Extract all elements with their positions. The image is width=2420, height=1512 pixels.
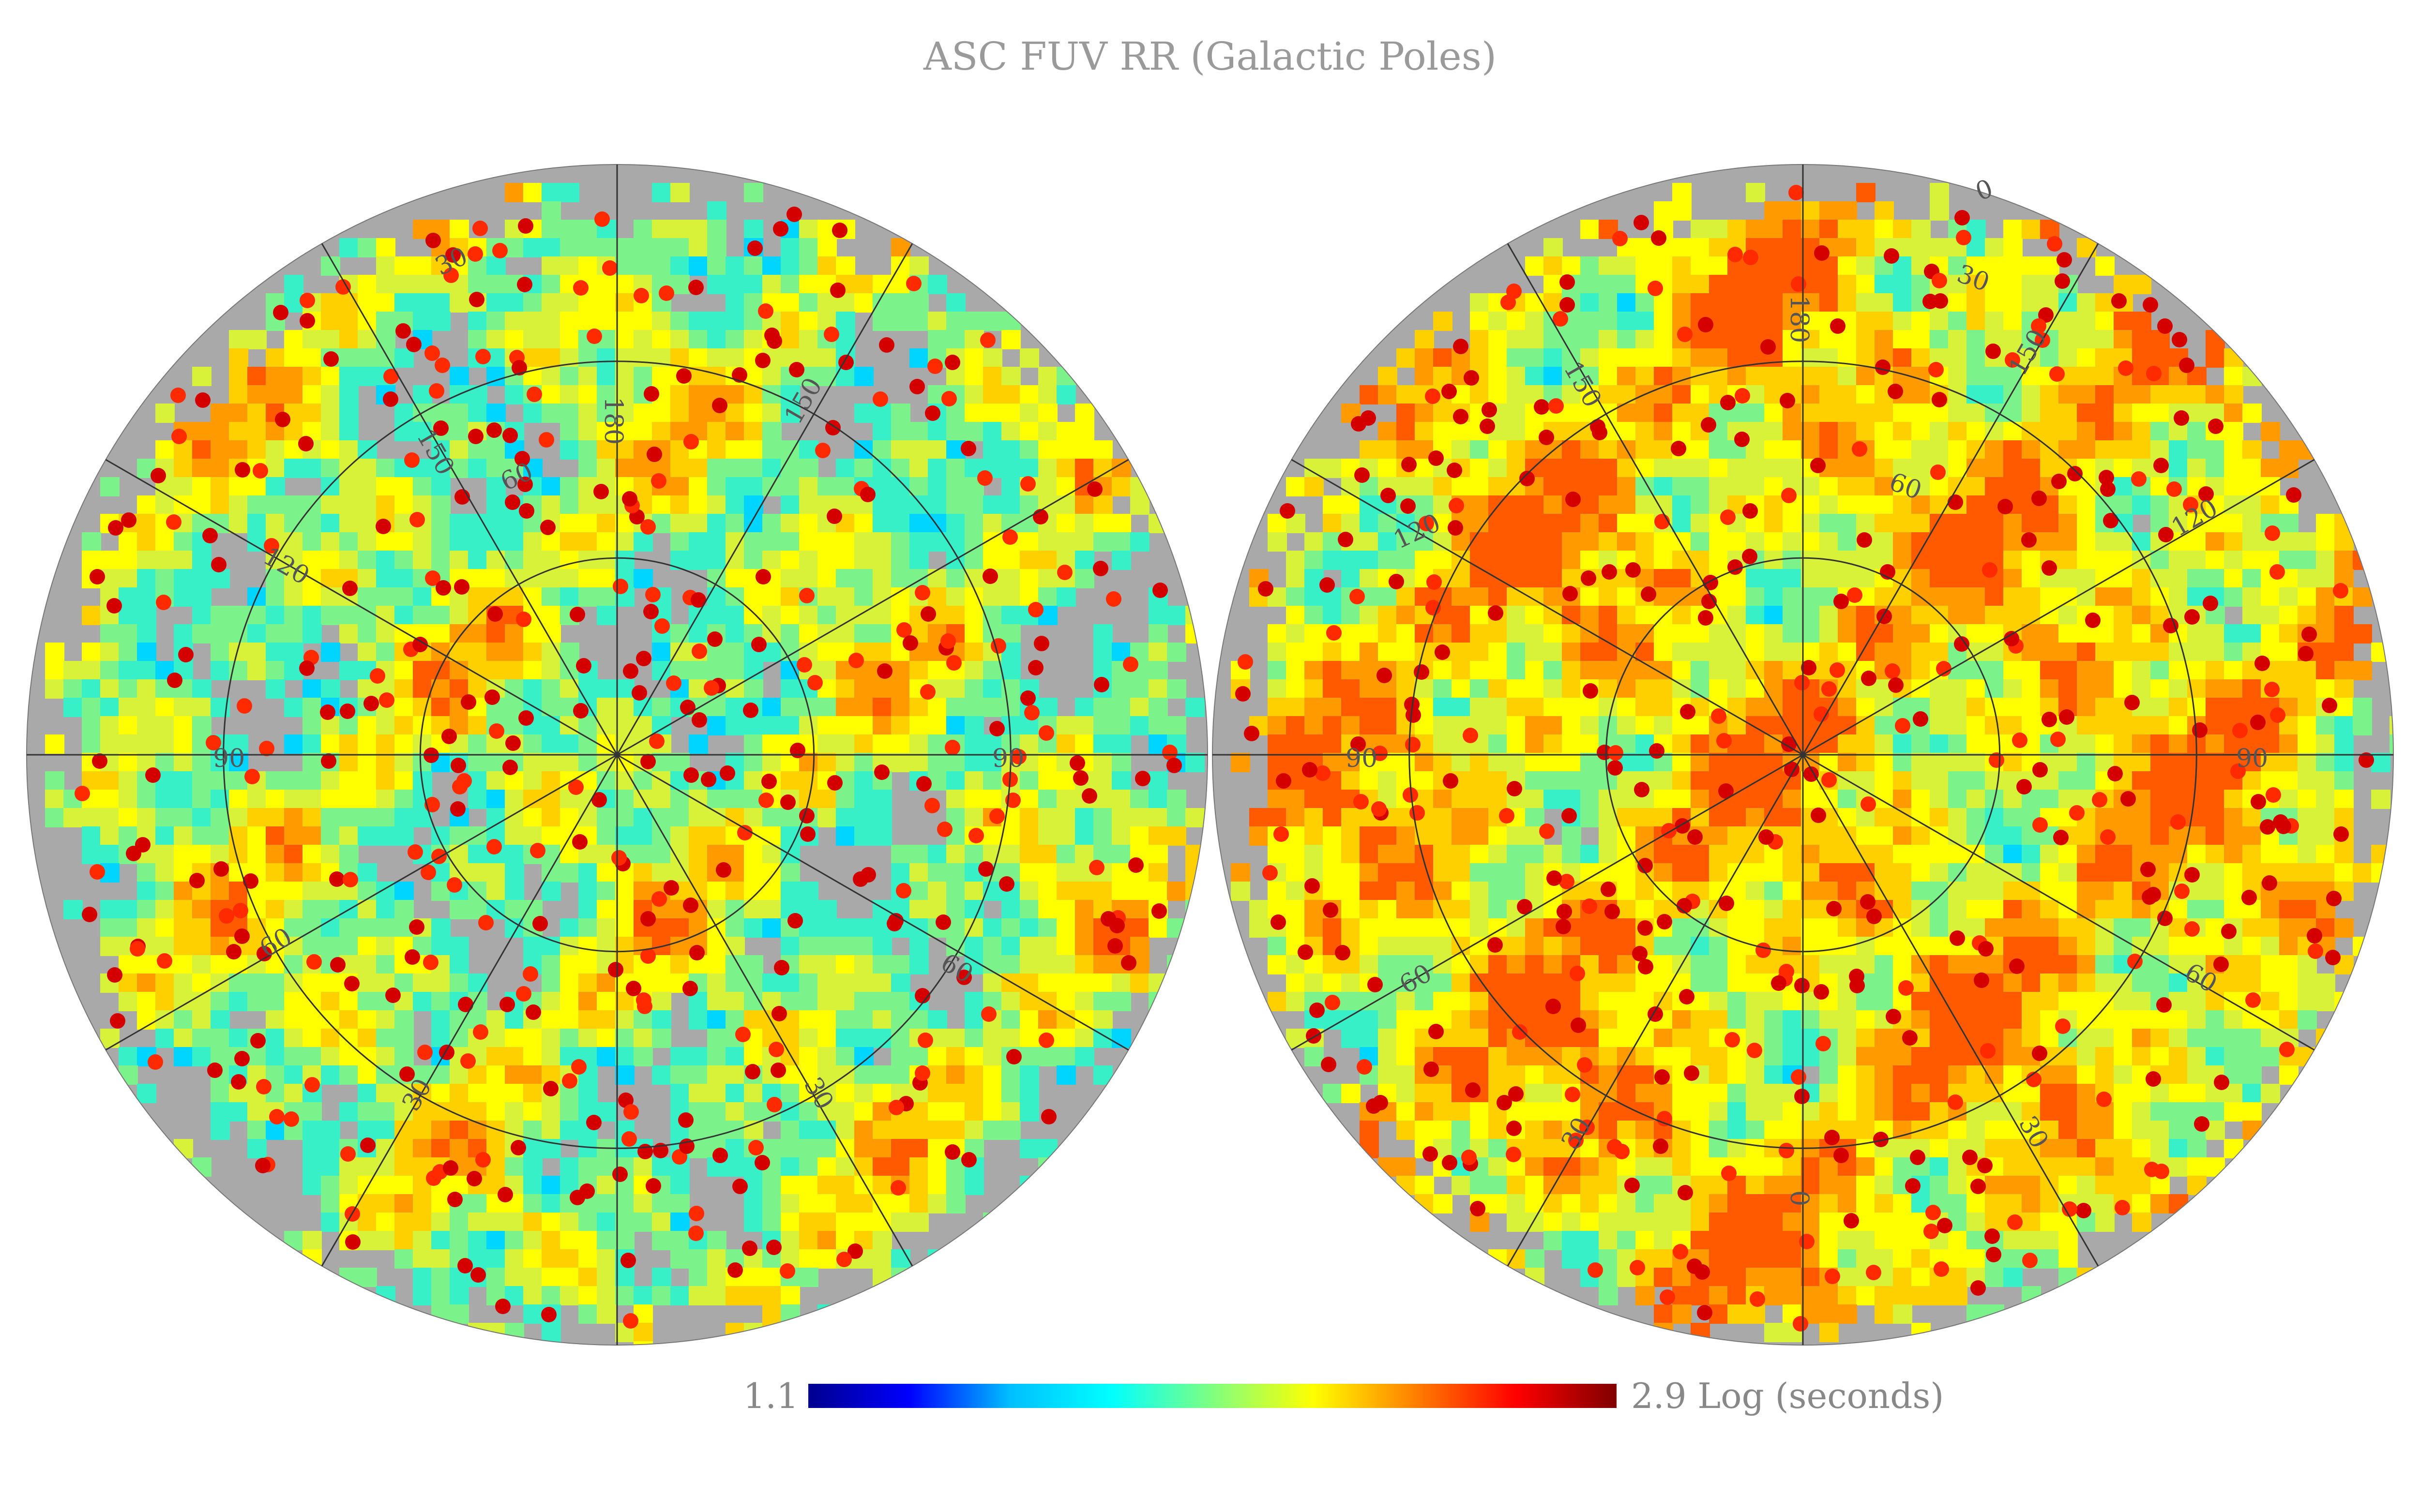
graticule-left (26, 164, 1208, 1346)
exposure-cells-left (45, 183, 1205, 1345)
lon-label-90: 90 (213, 744, 245, 773)
colorbar-max-value: 2.9 (1631, 1376, 1687, 1416)
colorbar-max-label: 2.9 Log (seconds) (1631, 1374, 1944, 1418)
colorbar-unit: Log (seconds) (1697, 1376, 1944, 1416)
lon-label-90: 90 (1346, 744, 1377, 773)
lon-label-90-east: 90 (2236, 744, 2268, 773)
exposure-cells-right (1231, 183, 2393, 1342)
colorbar-min-label: 1.1 (743, 1376, 799, 1416)
colorbar (808, 1384, 1617, 1408)
graticule-right (1212, 164, 2394, 1346)
lon-label-90-east: 90 (992, 744, 1024, 773)
lon-label-180: 180 (1785, 295, 1814, 343)
north-galactic-pole-map: 180 150 120 90 60 30 150 90 60 30 30 60 (26, 164, 1208, 1346)
south-galactic-pole-map: 0 180 150 120 90 60 30 150 120 90 60 30 … (1212, 164, 2394, 1346)
lon-label-180: 180 (599, 397, 628, 445)
lon-label-0-bottom: 0 (1785, 1190, 1814, 1206)
map-title: ASC FUV RR (Galactic Poles) (923, 34, 1497, 79)
